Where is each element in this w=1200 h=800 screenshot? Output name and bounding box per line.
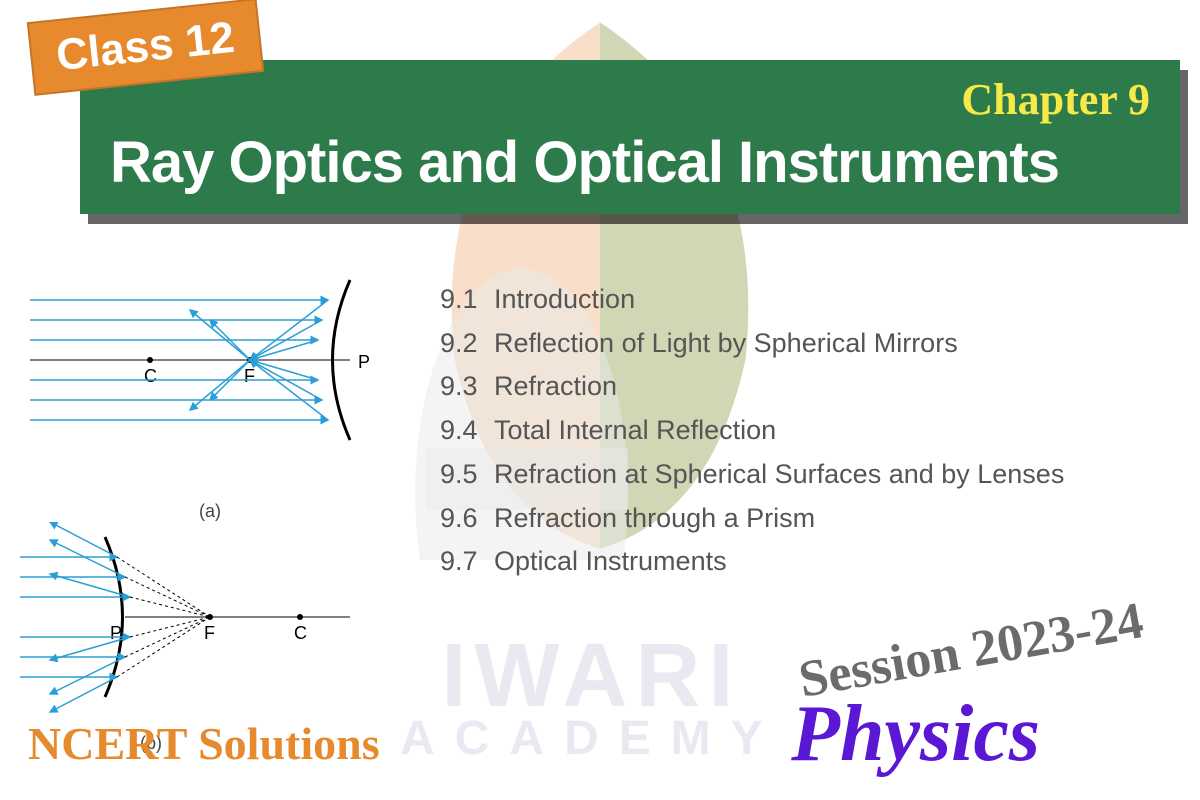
topic-number: 9.3 bbox=[440, 365, 494, 409]
point-c-label-b: C bbox=[294, 623, 307, 643]
topic-row: 9.2Reflection of Light by Spherical Mirr… bbox=[440, 322, 1064, 366]
point-p-label: P bbox=[358, 352, 370, 372]
convex-mirror-diagram: F C P bbox=[10, 522, 410, 722]
mirror-diagrams: C F P (a) F C P bbox=[10, 260, 410, 720]
topic-title: Total Internal Reflection bbox=[494, 415, 776, 445]
topic-row: 9.6Refraction through a Prism bbox=[440, 497, 1064, 541]
topic-number: 9.1 bbox=[440, 278, 494, 322]
watermark-line1: IWARI bbox=[400, 636, 783, 717]
point-f-label-b: F bbox=[204, 623, 215, 643]
topic-number: 9.4 bbox=[440, 409, 494, 453]
topic-row: 9.5Refraction at Spherical Surfaces and … bbox=[440, 453, 1064, 497]
watermark-brand-text: IWARI ACADEMY bbox=[400, 636, 783, 760]
topic-row: 9.3Refraction bbox=[440, 365, 1064, 409]
topic-number: 9.6 bbox=[440, 497, 494, 541]
topic-title: Refraction through a Prism bbox=[494, 503, 815, 533]
subject-label: Physics bbox=[791, 689, 1040, 780]
topic-row: 9.4Total Internal Reflection bbox=[440, 409, 1064, 453]
topic-number: 9.7 bbox=[440, 540, 494, 584]
topic-row: 9.1Introduction bbox=[440, 278, 1064, 322]
watermark-line2: ACADEMY bbox=[400, 717, 783, 760]
topic-title: Reflection of Light by Spherical Mirrors bbox=[494, 328, 958, 358]
point-c-label: C bbox=[144, 366, 157, 386]
topic-title: Introduction bbox=[494, 284, 635, 314]
chapter-number-label: Chapter 9 bbox=[110, 74, 1150, 125]
topic-title: Refraction at Spherical Surfaces and by … bbox=[494, 459, 1064, 489]
chapter-title: Ray Optics and Optical Instruments bbox=[110, 129, 1150, 196]
topic-number: 9.5 bbox=[440, 453, 494, 497]
chapter-header: Chapter 9 Ray Optics and Optical Instrum… bbox=[80, 60, 1180, 214]
ncert-solutions-label: NCERT Solutions bbox=[28, 717, 380, 770]
topic-row: 9.7Optical Instruments bbox=[440, 540, 1064, 584]
concave-mirror-diagram: C F P bbox=[10, 260, 410, 490]
topics-list: 9.1Introduction 9.2Reflection of Light b… bbox=[440, 278, 1064, 584]
diagram-a-label: (a) bbox=[10, 501, 410, 522]
topic-title: Refraction bbox=[494, 371, 617, 401]
topic-title: Optical Instruments bbox=[494, 546, 727, 576]
point-f-label: F bbox=[244, 366, 255, 386]
topic-number: 9.2 bbox=[440, 322, 494, 366]
